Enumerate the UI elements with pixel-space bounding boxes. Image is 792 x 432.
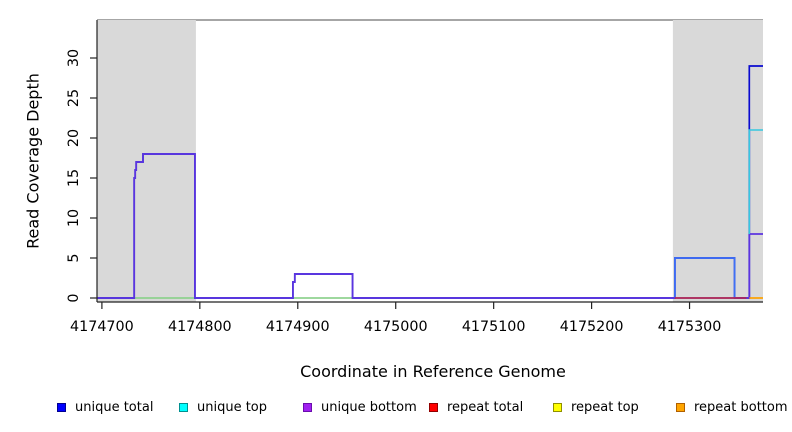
x-tick-label: 4175000 (364, 319, 428, 335)
x-tick-label: 4174700 (70, 319, 134, 335)
legend-label-unique-total: unique total (75, 400, 154, 415)
legend-swatch-unique-top-icon (179, 403, 188, 412)
legend-label-unique-top: unique top (197, 400, 268, 415)
legend-label-repeat-bottom: repeat bottom (694, 400, 788, 415)
repeat-region-right-band (672, 20, 763, 302)
legend-label-unique-bottom: unique bottom (321, 400, 417, 415)
x-tick-label: 4174800 (168, 319, 232, 335)
chart-line-unique-top-spike (748, 129, 763, 234)
legend-swatch-repeat-top-icon (553, 403, 562, 412)
chart-line-unique-total-line (97, 65, 763, 299)
legend-swatch-repeat-bottom-icon (676, 403, 685, 412)
legend-item-repeat-total: repeat total (429, 400, 523, 415)
legend-swatch-repeat-total-icon (429, 403, 438, 412)
y-tick-label: 15 (66, 169, 82, 187)
legend-item-repeat-bottom: repeat bottom (676, 400, 788, 415)
y-tick-label: 10 (66, 209, 82, 227)
coverage-chart: 4174700 4174800 4174900 4175000 4175100 41752… (66, 19, 763, 335)
legend-item-unique-top: unique top (179, 400, 267, 415)
y-tick-label: 5 (66, 253, 82, 262)
y-tick-label: 30 (66, 49, 82, 67)
legend-swatch-unique-total-icon (57, 403, 66, 412)
repeat-region-left-band (97, 20, 196, 302)
legend-label-repeat-total: repeat total (447, 400, 524, 415)
legend-swatch-unique-bottom-icon (303, 403, 312, 412)
y-tick-label: 0 (66, 293, 82, 302)
legend-item-repeat-top: repeat top (553, 400, 639, 415)
legend-label-repeat-top: repeat top (571, 400, 639, 415)
x-axis-label: Coordinate in Reference Genome (300, 362, 566, 381)
x-tick-label: 4175300 (658, 319, 722, 335)
x-tick-label: 4175200 (560, 319, 624, 335)
legend-item-unique-total: unique total (57, 400, 153, 415)
x-tick-label: 4174900 (266, 319, 330, 335)
chart-line-unique-total-box-highlight (674, 257, 736, 298)
legend-item-unique-bottom: unique bottom (303, 400, 417, 415)
y-tick-label: 25 (66, 89, 82, 107)
y-tick-label: 20 (66, 129, 82, 147)
x-tick-label: 4175100 (462, 319, 526, 335)
y-axis-label: Read Coverage Depth (23, 73, 43, 249)
chart-line-unique-bottom-line (97, 153, 763, 299)
